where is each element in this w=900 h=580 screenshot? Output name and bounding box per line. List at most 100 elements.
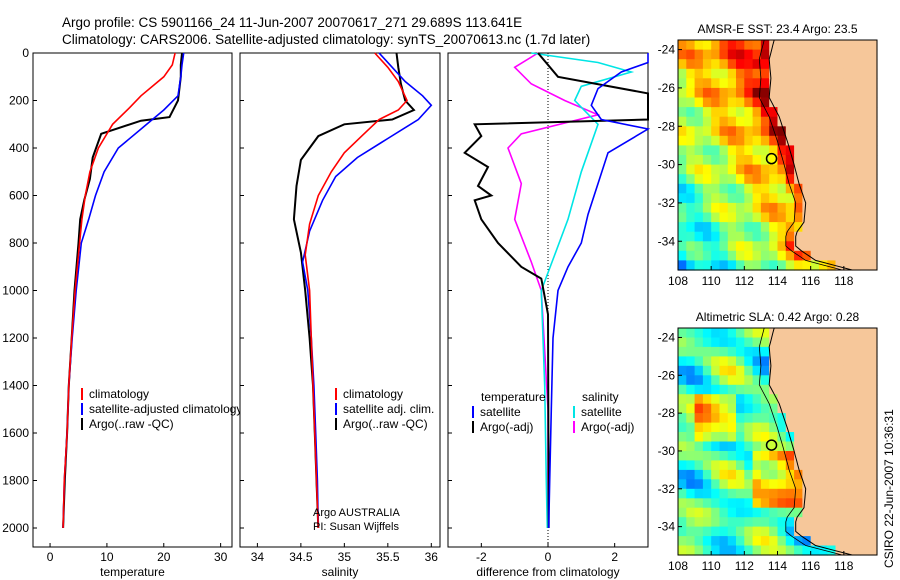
land-cell bbox=[769, 68, 779, 79]
ocean-cell bbox=[777, 164, 787, 175]
land-cell bbox=[785, 135, 795, 146]
land-cell bbox=[860, 164, 870, 175]
land-cell bbox=[852, 413, 861, 424]
ocean-cell bbox=[744, 441, 754, 452]
ocean-cell bbox=[777, 250, 787, 261]
ocean-cell bbox=[694, 451, 704, 462]
ocean-cell bbox=[760, 97, 770, 108]
land-cell bbox=[794, 231, 803, 242]
ocean-cell bbox=[736, 498, 745, 509]
ocean-cell bbox=[760, 107, 770, 118]
land-cell bbox=[802, 164, 812, 175]
ocean-cell bbox=[802, 250, 812, 261]
land-cell bbox=[843, 241, 853, 252]
ocean-cell bbox=[727, 116, 737, 127]
land-cell bbox=[835, 49, 845, 60]
ocean-cell bbox=[777, 193, 787, 204]
land-cell bbox=[868, 164, 878, 175]
land-cell bbox=[810, 193, 820, 204]
ocean-cell bbox=[769, 536, 779, 547]
land-cell bbox=[802, 507, 812, 518]
ocean-cell bbox=[752, 479, 762, 490]
land-cell bbox=[843, 441, 853, 452]
land-cell bbox=[827, 231, 837, 242]
ocean-cell bbox=[686, 49, 696, 60]
ocean-cell bbox=[760, 231, 770, 242]
ocean-cell bbox=[752, 526, 762, 537]
ocean-cell bbox=[686, 155, 696, 166]
ocean-cell bbox=[752, 202, 762, 214]
ocean-cell bbox=[769, 183, 779, 194]
depth-tick-label: 1400 bbox=[2, 379, 29, 393]
ocean-cell bbox=[711, 126, 721, 137]
lon-tick-label: 114 bbox=[768, 274, 787, 288]
land-cell bbox=[802, 155, 812, 166]
land-cell bbox=[835, 441, 845, 452]
depth-tick-label: 200 bbox=[9, 94, 29, 108]
land-cell bbox=[769, 78, 779, 89]
ocean-cell bbox=[711, 222, 721, 233]
ocean-cell bbox=[686, 498, 696, 509]
land-cell bbox=[860, 517, 870, 528]
ocean-cell bbox=[769, 432, 779, 443]
land-cell bbox=[860, 469, 870, 480]
ocean-cell bbox=[794, 193, 803, 204]
land-cell bbox=[827, 460, 837, 471]
land-cell bbox=[835, 97, 845, 108]
land-cell bbox=[777, 97, 787, 108]
land-cell bbox=[835, 164, 845, 175]
land-cell bbox=[810, 469, 820, 480]
ocean-cell bbox=[702, 193, 712, 204]
ocean-cell bbox=[678, 260, 687, 271]
ocean-cell bbox=[769, 517, 779, 528]
ocean-cell bbox=[702, 498, 712, 509]
ocean-cell bbox=[678, 451, 687, 462]
ocean-cell bbox=[785, 231, 795, 242]
ocean-cell bbox=[736, 545, 745, 556]
land-cell bbox=[835, 241, 845, 252]
land-cell bbox=[827, 174, 837, 185]
ocean-cell bbox=[719, 222, 729, 233]
ocean-cell bbox=[744, 164, 754, 175]
ocean-cell bbox=[744, 498, 754, 509]
land-cell bbox=[802, 126, 812, 137]
land-cell bbox=[860, 59, 870, 70]
ocean-cell bbox=[736, 183, 745, 194]
figure-title-line-1: Argo profile: CS 5901166_24 11-Jun-2007 … bbox=[62, 15, 522, 30]
ocean-cell bbox=[719, 78, 729, 89]
land-cell bbox=[868, 40, 878, 51]
land-cell bbox=[827, 365, 837, 376]
ocean-cell bbox=[702, 260, 712, 271]
land-cell bbox=[843, 337, 853, 348]
land-cell bbox=[827, 164, 837, 175]
land-cell bbox=[835, 202, 845, 214]
land-cell bbox=[860, 526, 870, 537]
land-cell bbox=[860, 545, 870, 556]
land-cell bbox=[827, 222, 837, 233]
ocean-cell bbox=[744, 250, 754, 261]
land-cell bbox=[794, 432, 803, 443]
ocean-cell bbox=[785, 174, 795, 185]
ocean-cell bbox=[777, 413, 787, 424]
land-cell bbox=[860, 126, 870, 137]
ocean-cell bbox=[736, 145, 745, 156]
ocean-cell bbox=[678, 49, 687, 60]
land-cell bbox=[819, 68, 828, 79]
land-cell bbox=[819, 526, 828, 537]
ocean-cell bbox=[686, 116, 696, 127]
ocean-cell bbox=[727, 432, 737, 443]
ocean-cell bbox=[727, 384, 737, 395]
ocean-cell bbox=[744, 222, 754, 233]
land-cell bbox=[802, 403, 812, 414]
ocean-cell bbox=[727, 479, 737, 490]
ocean-cell bbox=[752, 356, 762, 367]
land-cell bbox=[852, 545, 861, 556]
ocean-cell bbox=[744, 135, 754, 146]
land-cell bbox=[868, 432, 878, 443]
land-cell bbox=[860, 222, 870, 233]
ocean-cell bbox=[678, 328, 687, 339]
ocean-cell bbox=[760, 507, 770, 518]
land-cell bbox=[827, 413, 837, 424]
land-cell bbox=[827, 59, 837, 70]
